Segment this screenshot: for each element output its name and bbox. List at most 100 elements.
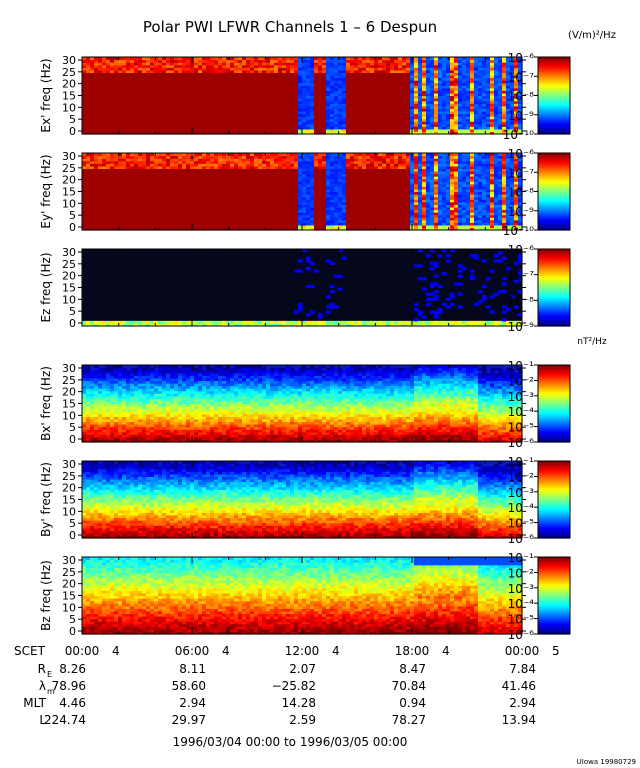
- heatmap-cell: [314, 82, 319, 86]
- heatmap-cell: [110, 87, 115, 91]
- heatmap-cell: [430, 67, 435, 71]
- heatmap-cell: [346, 57, 351, 61]
- heatmap-cell: [90, 72, 95, 76]
- heatmap-cell: [186, 80, 191, 84]
- heatmap-cell: [290, 131, 295, 135]
- heatmap-cell: [310, 85, 315, 89]
- heatmap-cell: [406, 90, 411, 94]
- heatmap-cell: [294, 64, 299, 68]
- heatmap-cell: [310, 98, 315, 102]
- heatmap-cell: [82, 95, 87, 99]
- heatmap-cell: [158, 100, 163, 104]
- heatmap-cell: [82, 72, 87, 76]
- heatmap-cell: [214, 116, 219, 120]
- heatmap-cell: [86, 126, 91, 130]
- heatmap-cell: [142, 74, 147, 79]
- heatmap-cell: [382, 98, 387, 102]
- heatmap-cell: [210, 82, 215, 86]
- heatmap-cell: [422, 92, 427, 97]
- heatmap-cell: [174, 100, 179, 104]
- heatmap-cell: [326, 74, 331, 79]
- heatmap-cell: [286, 74, 291, 79]
- heatmap-cell: [130, 85, 135, 89]
- heatmap-cell: [306, 110, 311, 115]
- heatmap-cell: [218, 110, 223, 115]
- heatmap-cell: [398, 67, 403, 71]
- heatmap-cell: [154, 90, 159, 94]
- heatmap-cell: [254, 131, 259, 135]
- heatmap-cell: [202, 128, 207, 133]
- heatmap-cell: [406, 126, 411, 130]
- heatmap-cell: [398, 103, 403, 107]
- heatmap-cell: [410, 123, 415, 127]
- heatmap-cell: [314, 90, 319, 94]
- heatmap-cell: [122, 105, 127, 109]
- heatmap-cell: [98, 131, 103, 135]
- heatmap-cell: [146, 126, 151, 130]
- heatmap-cell: [298, 113, 303, 117]
- heatmap-cell: [230, 113, 235, 117]
- heatmap-cell: [222, 105, 227, 109]
- heatmap-cell: [110, 69, 115, 73]
- heatmap-cell: [246, 85, 251, 89]
- heatmap-cell: [434, 116, 439, 120]
- heatmap-cell: [342, 131, 347, 135]
- heatmap-cell: [274, 59, 279, 63]
- heatmap-cell: [378, 131, 383, 135]
- heatmap-cell: [146, 110, 151, 115]
- heatmap-cell: [170, 87, 175, 91]
- heatmap-cell: [98, 72, 103, 76]
- heatmap-cell: [258, 121, 263, 125]
- heatmap-cell: [270, 121, 275, 125]
- heatmap-cell: [150, 62, 155, 66]
- heatmap-cell: [314, 77, 319, 81]
- heatmap-cell: [150, 100, 155, 104]
- b-field-unit-label: nT²/Hz: [577, 337, 607, 347]
- heatmap-cell: [354, 64, 359, 68]
- heatmap-cell: [98, 64, 103, 68]
- heatmap-cell: [186, 85, 191, 89]
- heatmap-cell: [82, 69, 87, 73]
- heatmap-cell: [354, 98, 359, 102]
- heatmap-cell: [362, 108, 367, 112]
- heatmap-cell: [282, 85, 287, 89]
- heatmap-cell: [430, 123, 435, 127]
- heatmap-cell: [274, 123, 279, 127]
- heatmap-cell: [102, 82, 107, 86]
- heatmap-cell: [110, 121, 115, 125]
- heatmap-cell: [258, 110, 263, 115]
- heatmap-cell: [146, 82, 151, 86]
- heatmap-cell: [254, 95, 259, 99]
- heatmap-cell: [378, 128, 383, 133]
- heatmap-cell: [238, 92, 243, 97]
- heatmap-cell: [342, 116, 347, 120]
- heatmap-cell: [418, 121, 423, 125]
- heatmap-cell: [302, 118, 307, 122]
- heatmap-cell: [234, 82, 239, 86]
- heatmap-cell: [362, 62, 367, 66]
- heatmap-cell: [254, 108, 259, 112]
- heatmap-cell: [362, 128, 367, 133]
- heatmap-cell: [386, 128, 391, 133]
- heatmap-cell: [154, 110, 159, 115]
- heatmap-cell: [106, 95, 111, 99]
- heatmap-cell: [170, 105, 175, 109]
- heatmap-cell: [178, 67, 183, 71]
- colorbar-tick-label: 10⁻⁶: [508, 51, 535, 65]
- heatmap-cell: [322, 123, 327, 127]
- heatmap-cell: [150, 67, 155, 71]
- heatmap-cell: [266, 126, 271, 130]
- heatmap-cell: [350, 110, 355, 115]
- heatmap-cell: [374, 74, 379, 79]
- heatmap-cell: [146, 64, 151, 68]
- heatmap-cell: [182, 74, 187, 79]
- heatmap-cell: [386, 110, 391, 115]
- heatmap-cell: [282, 69, 287, 73]
- heatmap-cell: [178, 118, 183, 122]
- heatmap-cell: [370, 123, 375, 127]
- heatmap-cell: [426, 87, 431, 91]
- heatmap-cell: [166, 128, 171, 133]
- heatmap-cell: [154, 57, 159, 61]
- heatmap-cell: [422, 85, 427, 89]
- heatmap-cell: [106, 92, 111, 97]
